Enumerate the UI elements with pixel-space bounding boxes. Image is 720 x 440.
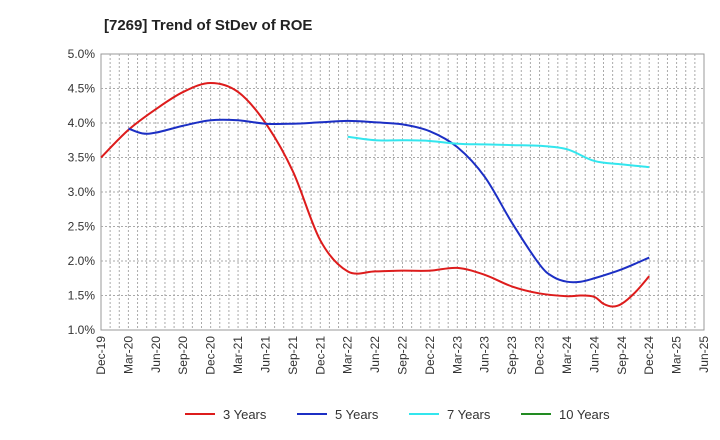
chart-title: [7269] Trend of StDev of ROE (104, 17, 312, 34)
x-tick-label: Dec-23 (533, 336, 547, 375)
x-tick-label: Dec-21 (313, 336, 327, 375)
x-tick-label: Jun-24 (587, 336, 601, 373)
x-tick-label: Mar-24 (560, 336, 574, 374)
x-tick-label: Jun-20 (149, 336, 163, 373)
legend-label-3-years: 3 Years (223, 407, 267, 422)
y-tick-label: 4.0% (68, 116, 96, 130)
x-tick-label: Jun-23 (478, 336, 492, 373)
y-tick-label: 1.5% (68, 289, 96, 303)
legend-label-5-years: 5 Years (335, 407, 379, 422)
x-tick-label: Mar-21 (231, 336, 245, 374)
y-tick-label: 4.5% (68, 82, 96, 96)
legend-label-7-years: 7 Years (447, 407, 491, 422)
grid (100, 53, 705, 331)
y-tick-label: 1.0% (68, 323, 96, 337)
x-tick-label: Jun-25 (697, 336, 711, 373)
x-tick-label: Sep-22 (396, 336, 410, 375)
y-tick-label: 3.5% (68, 151, 96, 165)
x-tick-label: Mar-23 (450, 336, 464, 374)
y-tick-label: 2.0% (68, 254, 96, 268)
x-tick-label: Sep-24 (615, 336, 629, 375)
x-tick-label: Dec-22 (423, 336, 437, 375)
axes: 1.0% 1.5% 2.0% 2.5% 3.0% 3.5% 4.0% 4.5% 5.0% Dec-… (68, 47, 711, 375)
x-tick-label: Dec-24 (642, 336, 656, 375)
x-tick-label: Mar-25 (670, 336, 684, 374)
x-tick-label: Sep-20 (176, 336, 190, 375)
series-line-5-years (128, 118, 650, 284)
series-line-7-years (347, 135, 650, 169)
series-lines (100, 81, 650, 308)
x-tick-label: Sep-23 (505, 336, 519, 375)
x-tick-label: Jun-22 (368, 336, 382, 373)
y-tick-label: 5.0% (68, 47, 96, 61)
x-tick-label: Mar-20 (121, 336, 135, 374)
legend-label-10-years: 10 Years (559, 407, 610, 422)
x-tick-label: Sep-21 (286, 336, 300, 375)
x-tick-label: Mar-22 (341, 336, 355, 374)
legend: 3 Years 5 Years 7 Years 10 Years (185, 407, 610, 422)
y-tick-label: 3.0% (68, 185, 96, 199)
y-tick-label: 2.5% (68, 220, 96, 234)
x-tick-label: Dec-19 (94, 336, 108, 375)
x-tick-label: Jun-21 (258, 336, 272, 373)
x-tick-label: Dec-20 (204, 336, 218, 375)
series-line-3-years (100, 81, 650, 308)
